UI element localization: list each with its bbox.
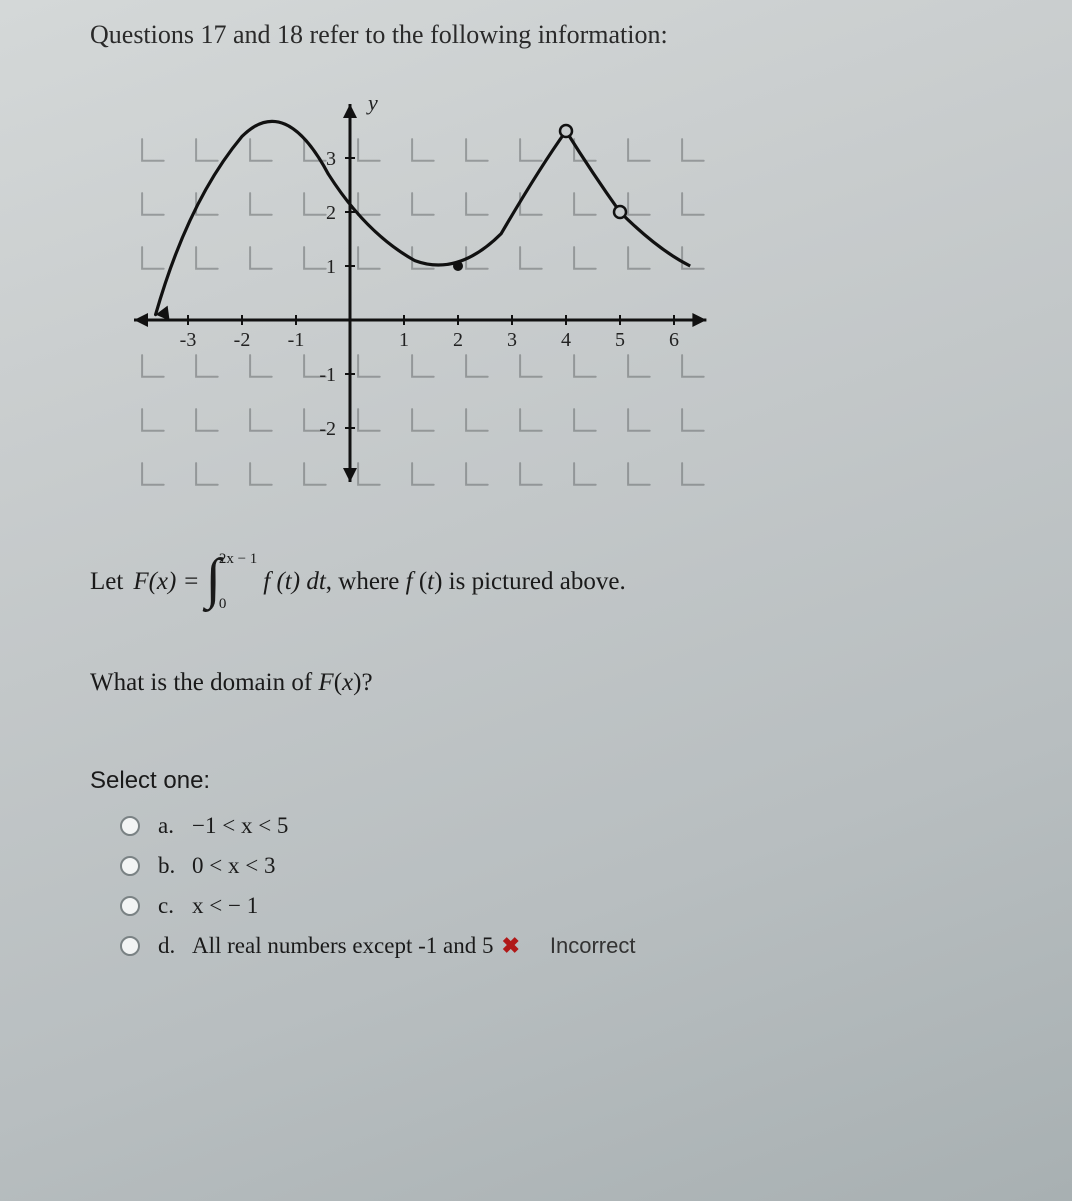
svg-text:-2: -2	[319, 418, 336, 440]
formula-lhs: F(x) =	[133, 568, 199, 596]
svg-text:3: 3	[507, 329, 517, 351]
option-letter: b.	[158, 853, 192, 879]
svg-text:1: 1	[399, 329, 409, 351]
svg-text:2: 2	[453, 329, 463, 351]
option-letter: a.	[158, 813, 192, 839]
context-heading: Questions 17 and 18 refer to the followi…	[90, 20, 982, 50]
formula-prefix: Let	[90, 568, 123, 596]
question-text: What is the domain of F(x)?	[90, 669, 982, 697]
integral-lower: 0	[219, 596, 257, 613]
option-text: All real numbers except -1 and 5	[192, 933, 493, 959]
select-one-label: Select one:	[90, 767, 982, 795]
graph-figure: -3-2-1123456123-1-2yx	[110, 90, 982, 505]
svg-text:-3: -3	[180, 329, 197, 351]
option-text: x < − 1	[192, 893, 258, 919]
wrong-icon: ✖	[501, 933, 519, 959]
option-row-c[interactable]: c.x < − 1	[120, 893, 982, 919]
radio-a[interactable]	[120, 816, 140, 836]
option-row-b[interactable]: b.0 < x < 3	[120, 853, 982, 879]
option-letter: d.	[158, 933, 192, 959]
option-text: −1 < x < 5	[192, 813, 288, 839]
svg-text:1: 1	[326, 256, 336, 278]
option-row-a[interactable]: a.−1 < x < 5	[120, 813, 982, 839]
svg-text:3: 3	[326, 148, 336, 170]
svg-text:y: y	[366, 90, 378, 115]
svg-text:4: 4	[561, 329, 571, 351]
option-letter: c.	[158, 893, 192, 919]
integral-symbol-block: ∫ 2x − 1 0	[205, 565, 257, 599]
integral-sign: ∫	[205, 563, 220, 597]
svg-text:-1: -1	[319, 364, 336, 386]
radio-c[interactable]	[120, 896, 140, 916]
svg-text:6: 6	[669, 329, 679, 351]
incorrect-label: Incorrect	[550, 933, 636, 959]
svg-text:-2: -2	[234, 329, 251, 351]
option-row-d[interactable]: d.All real numbers except -1 and 5 ✖ Incor…	[120, 933, 982, 959]
integrand: f (t) dt	[263, 568, 326, 596]
svg-text:5: 5	[615, 329, 625, 351]
svg-text:2: 2	[326, 202, 336, 224]
option-text: 0 < x < 3	[192, 853, 275, 879]
radio-b[interactable]	[120, 856, 140, 876]
integral-upper: 2x − 1	[219, 551, 257, 568]
svg-text:-1: -1	[288, 329, 305, 351]
radio-d[interactable]	[120, 936, 140, 956]
formula-suffix: , where f (t) is pictured above.	[326, 568, 626, 596]
formula-definition: Let F(x) = ∫ 2x − 1 0 f (t) dt , where f…	[90, 565, 982, 599]
